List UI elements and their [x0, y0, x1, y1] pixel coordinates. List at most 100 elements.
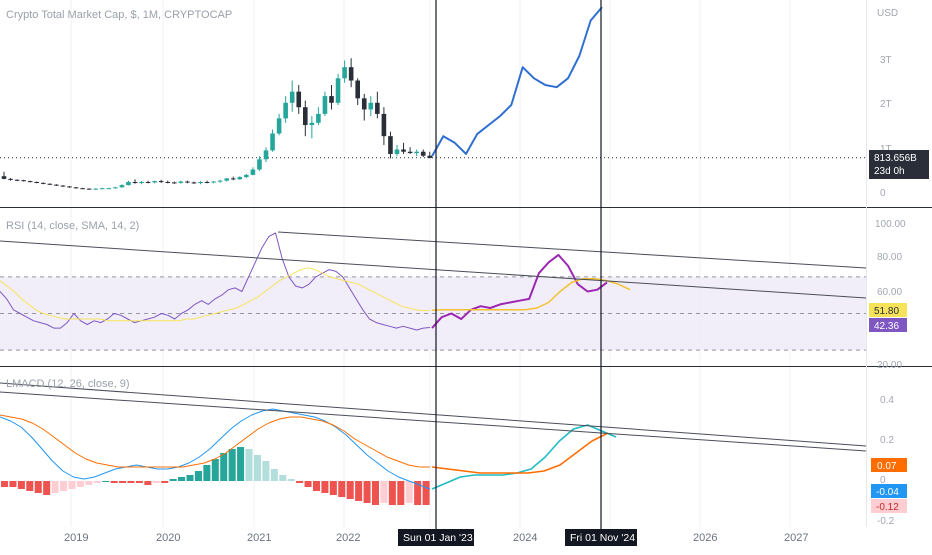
signal-badge: 0.07 — [871, 458, 907, 472]
histogram-bar — [245, 449, 253, 481]
histogram-bar — [405, 481, 413, 503]
histogram-bar — [388, 481, 396, 505]
candle-body — [230, 178, 236, 180]
price-tick-3t: 3T — [880, 55, 892, 66]
histogram-badge: -0.12 — [871, 499, 907, 513]
candle-body — [355, 80, 360, 99]
candle-body — [34, 181, 40, 183]
candle-body — [414, 151, 419, 154]
countdown-label: 23d 0h — [874, 166, 905, 177]
candle-body — [348, 67, 354, 81]
rsi-projection-line — [431, 253, 608, 329]
histogram-bar — [414, 481, 422, 505]
candle-body — [73, 187, 79, 189]
histogram-bar — [346, 481, 354, 499]
histogram-bar — [152, 481, 160, 483]
histogram-bar — [262, 461, 270, 481]
macd-badge: -0.04 — [871, 484, 907, 498]
histogram-bar — [93, 481, 101, 483]
histogram-bar — [144, 481, 152, 485]
year-label-2022: 2022 — [336, 532, 360, 544]
signal-projection-line — [431, 432, 609, 474]
rsi-tick-20: 20.00 — [877, 360, 902, 371]
rsi-sma-value: 51.80 — [874, 306, 899, 317]
rsi-tick-100: 100.00 — [875, 219, 906, 230]
candle-body — [185, 181, 190, 183]
candle-body — [99, 188, 105, 190]
histogram-bar — [178, 477, 186, 481]
price-tick-0: 0 — [880, 188, 886, 199]
rsi-sma-projection-line — [431, 277, 631, 311]
histogram-bar — [304, 481, 312, 487]
year-label-2024: 2024 — [513, 532, 537, 544]
candle-body — [322, 96, 328, 114]
candle-body — [303, 107, 308, 126]
rsi-trendline-lower — [0, 240, 867, 299]
histogram-bar — [312, 481, 320, 491]
last-price-badge: 813.656B 23d 0h — [869, 150, 929, 179]
lmacd-tick-neg0-2: -0.2 — [877, 516, 895, 527]
histogram-bar — [270, 469, 278, 481]
candle-body — [250, 169, 256, 175]
histogram-bar — [60, 481, 68, 491]
candle-body — [27, 181, 33, 183]
histogram-bar — [85, 481, 93, 485]
lmacd-pane[interactable] — [0, 382, 867, 505]
histogram-bar — [194, 471, 202, 481]
histogram-bar — [237, 447, 245, 481]
price-tick-1t: 1T — [880, 144, 892, 155]
histogram-bar — [51, 481, 59, 493]
candle-body — [335, 78, 341, 103]
rsi-value-badge: 42.36 — [869, 318, 907, 332]
lmacd-tick-0: 0 — [880, 475, 886, 486]
rsi-pane[interactable] — [0, 231, 867, 351]
histogram-bar — [397, 481, 405, 505]
candle-body — [139, 181, 144, 183]
histogram-bar — [76, 481, 84, 487]
candle-body — [41, 182, 46, 184]
candle-body — [368, 102, 374, 110]
year-label-2019: 2019 — [64, 532, 88, 544]
candle-body — [329, 96, 334, 103]
candle-body — [309, 122, 315, 126]
candle-body — [158, 181, 164, 183]
rsi-tick-80: 80.00 — [877, 252, 902, 263]
candle-body — [47, 183, 53, 185]
histogram-bar — [287, 479, 295, 481]
histogram-bar — [338, 481, 346, 497]
rsi-sma-line — [0, 267, 431, 322]
candle-body — [289, 91, 295, 103]
histogram-value: -0.12 — [876, 502, 899, 513]
candle-body — [381, 113, 387, 137]
lmacd-tick-0-2: 0.2 — [880, 435, 894, 446]
signal-value: 0.07 — [877, 461, 897, 472]
lmacd-trendline-upper — [0, 382, 867, 447]
price-pane[interactable] — [0, 6, 866, 190]
candle-body — [191, 182, 197, 184]
histogram-bar — [279, 475, 287, 481]
candle-body — [394, 149, 400, 154]
marker-badge-jan-23[interactable]: Sun 01 Jan '23 — [398, 529, 474, 546]
rsi-tick-60: 60.00 — [877, 287, 902, 298]
histogram-bar — [355, 481, 363, 501]
candle-body — [270, 133, 275, 151]
histogram-bar — [169, 479, 177, 481]
histogram-bar — [34, 481, 42, 493]
candle-body — [106, 188, 112, 190]
lmacd-tick-0-4: 0.4 — [880, 395, 894, 406]
candle-body — [1, 176, 7, 179]
histogram-bar — [422, 481, 430, 505]
candle-body — [152, 181, 157, 183]
histogram-bar — [1, 481, 9, 487]
histogram-bar — [363, 481, 371, 503]
candle-body — [178, 181, 184, 183]
candle-body — [119, 185, 125, 188]
histogram-bar — [102, 481, 110, 482]
marker-badge-nov-24[interactable]: Fri 01 Nov '24 — [565, 529, 637, 546]
candle-body — [21, 180, 26, 182]
candle-body — [263, 150, 269, 160]
macd-line — [0, 408, 431, 490]
candle-body — [283, 102, 288, 119]
